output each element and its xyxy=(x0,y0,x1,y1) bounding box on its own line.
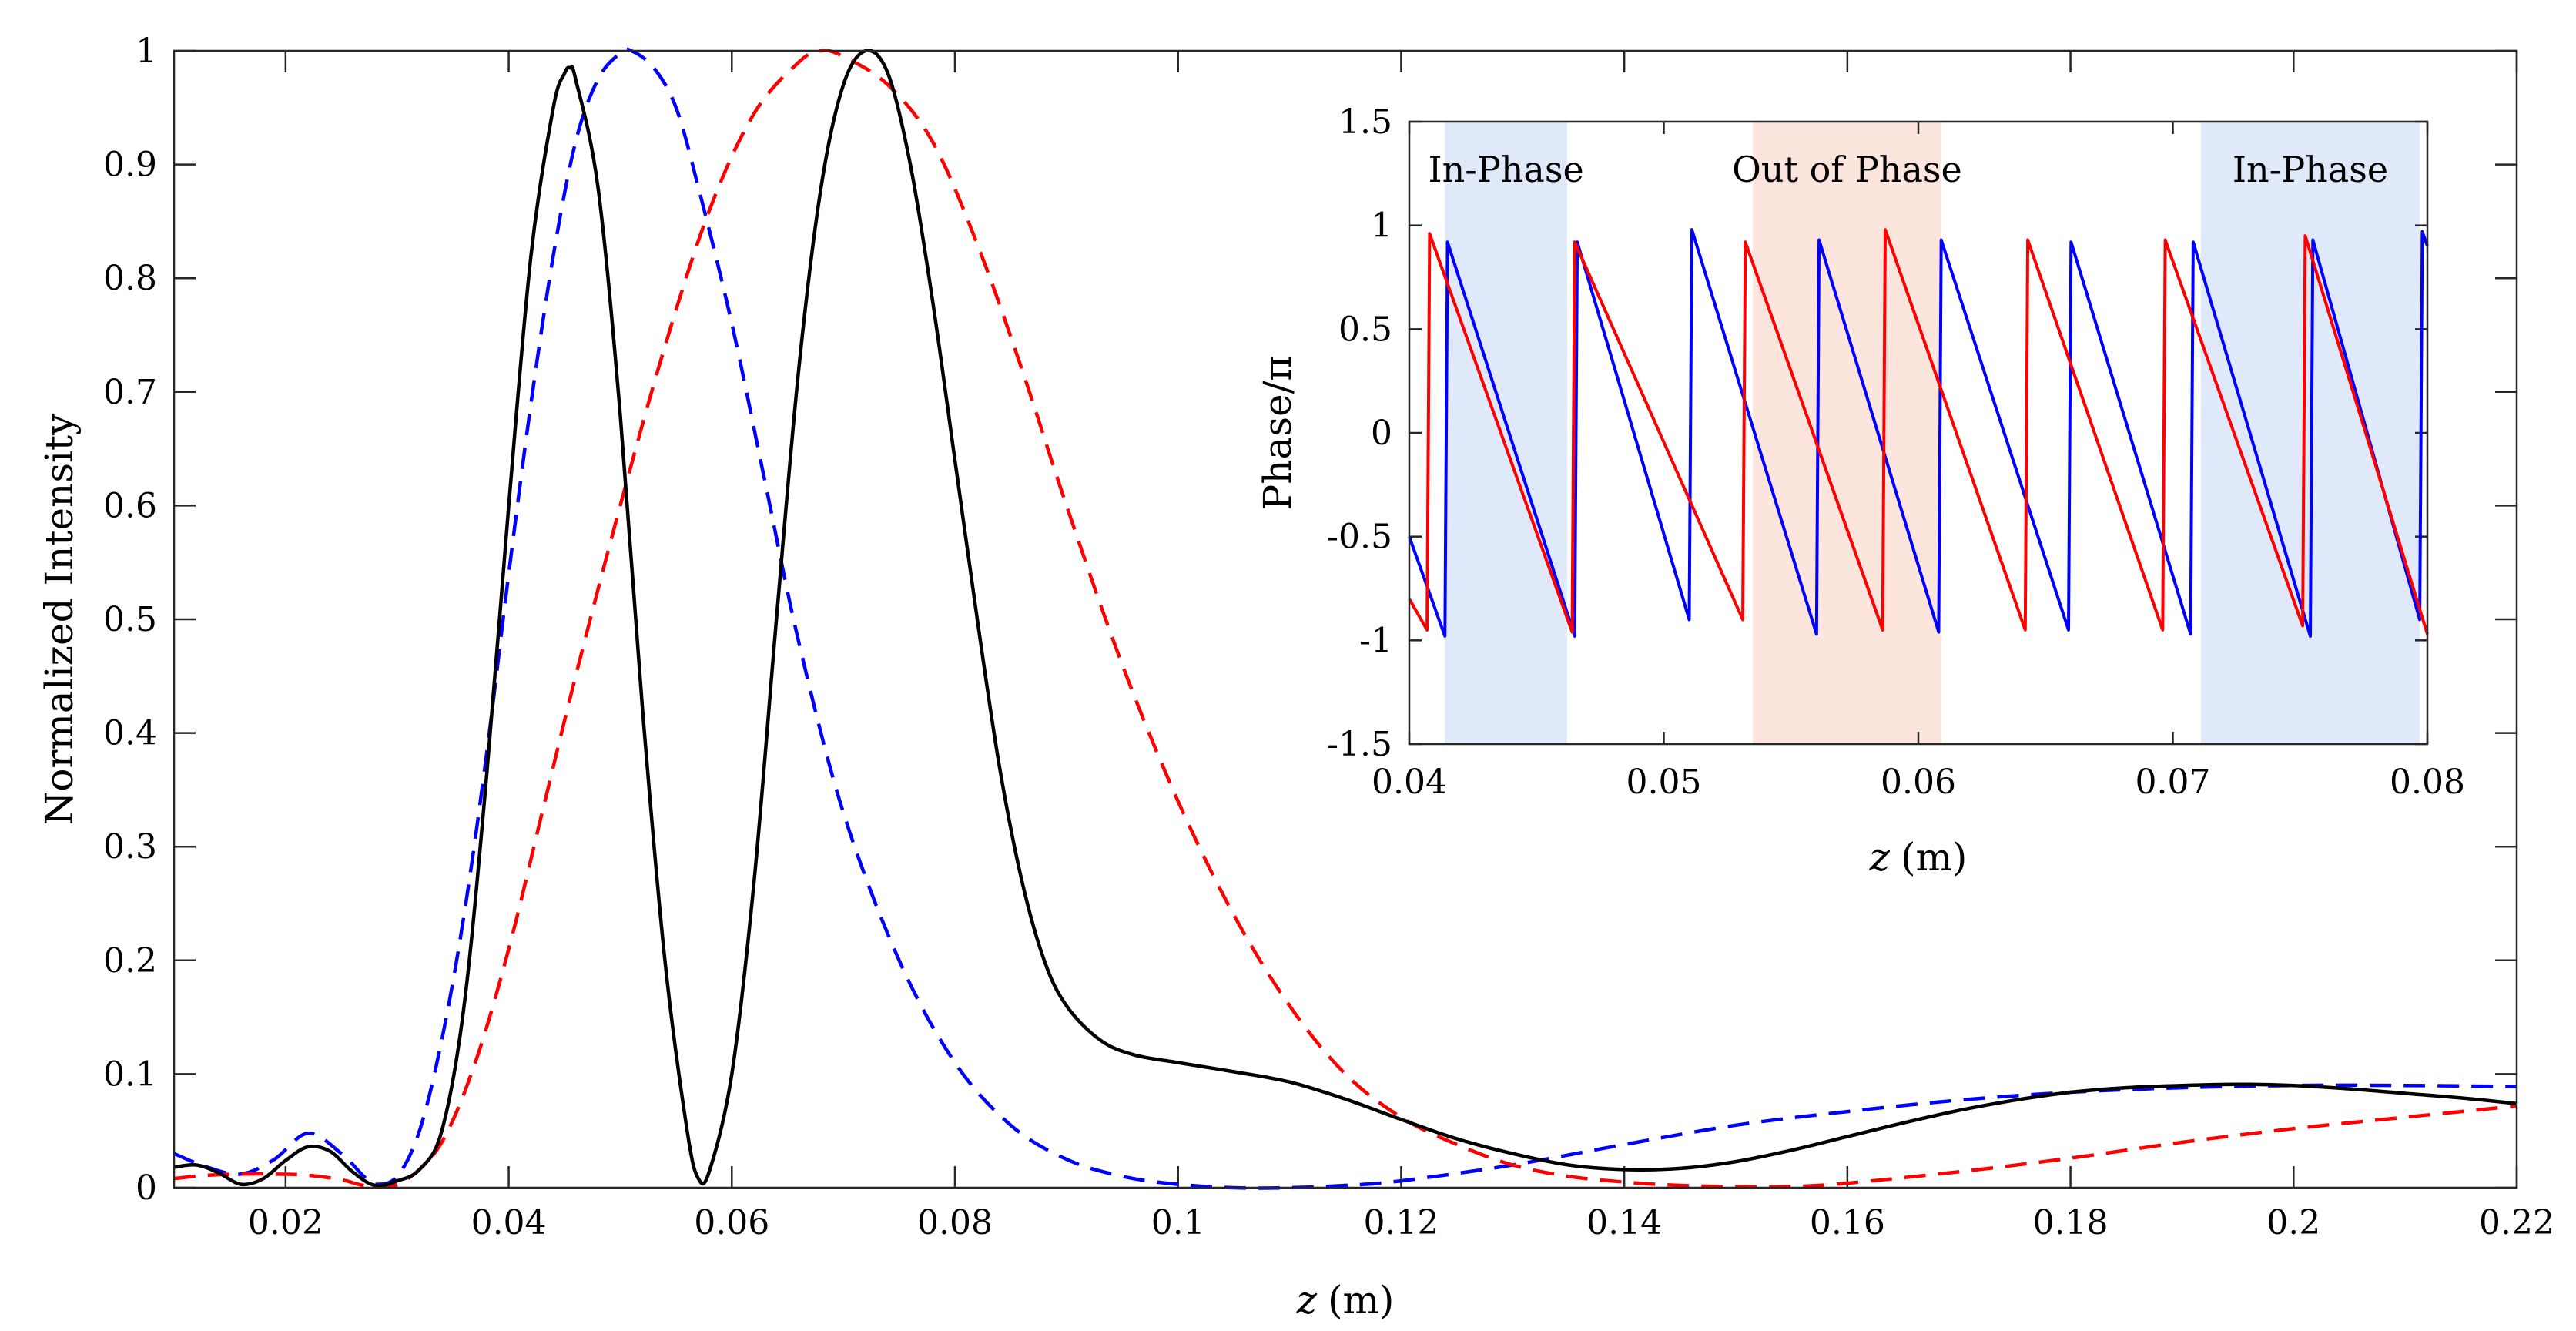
inset-chart: 0.04 0.05 0.06 0.07 0.08 -1.5 -1 -0.5 0 0.5 1 1.5 I… xyxy=(1255,102,2465,880)
x-tick-label: 0.18 xyxy=(2033,1203,2109,1242)
x-tick-label: 0.1 xyxy=(1151,1203,1205,1242)
y-tick-label: 0.9 xyxy=(103,146,157,185)
series-red-dashed xyxy=(173,49,2517,1189)
y-tick-label: -1 xyxy=(1359,621,1392,660)
x-tick-label: 0.05 xyxy=(1626,763,1702,802)
y-tick-label: -1.5 xyxy=(1327,725,1392,764)
main-axes-box xyxy=(173,49,2518,1189)
main-xlabel: z (m) xyxy=(1296,1278,1395,1323)
x-tick-label: 0.22 xyxy=(2479,1203,2554,1242)
y-tick-label: 0.4 xyxy=(103,714,157,753)
x-tick-label: 0.04 xyxy=(1372,763,1447,802)
main-tick-labels: 0.02 0.04 0.06 0.08 0.1 0.12 0.14 0.16 0.18 0.2 0.… xyxy=(103,32,2554,1242)
inset-annotations: In-Phase Out of Phase In-Phase xyxy=(1429,149,2389,190)
inset-shaded-regions xyxy=(1445,122,2420,744)
x-tick-label: 0.2 xyxy=(2266,1203,2320,1242)
y-tick-label: 0 xyxy=(1371,414,1392,453)
inset-series-group xyxy=(1408,228,2429,638)
x-tick-label: 0.14 xyxy=(1586,1203,1662,1242)
x-tick-label: 0.06 xyxy=(1881,763,1956,802)
x-tick-label: 0.16 xyxy=(1810,1203,1885,1242)
y-tick-label: 0.8 xyxy=(103,259,157,298)
y-tick-label: 0.5 xyxy=(1338,310,1392,349)
series-blue-dashed xyxy=(173,47,2517,1190)
inset-xlabel: z (m) xyxy=(1869,835,1968,880)
region-label-2: Out of Phase xyxy=(1732,149,1962,190)
inset-ylabel: Phase/π xyxy=(1255,356,1300,511)
y-tick-label: -0.5 xyxy=(1327,518,1392,557)
y-tick-label: 0.6 xyxy=(103,486,157,525)
main-ylabel: Normalized Intensity xyxy=(37,413,82,825)
inset-axes-box xyxy=(1408,120,2429,746)
y-tick-label: 0.5 xyxy=(103,600,157,639)
x-tick-label: 0.02 xyxy=(248,1203,323,1242)
y-tick-label: 1 xyxy=(1371,206,1392,246)
shaded-region-2 xyxy=(1753,122,1941,744)
y-tick-label: 0.7 xyxy=(103,373,157,412)
x-tick-label: 0.08 xyxy=(917,1203,993,1242)
y-tick-label: 0.1 xyxy=(103,1054,157,1094)
x-tick-label: 0.12 xyxy=(1363,1203,1439,1242)
main-series-group xyxy=(173,47,2517,1190)
x-tick-label: 0.08 xyxy=(2390,763,2465,802)
series-black-solid xyxy=(173,49,2517,1188)
region-label-3: In-Phase xyxy=(2233,149,2388,190)
series-blue-phase xyxy=(1408,228,2429,638)
x-tick-label: 0.04 xyxy=(471,1203,547,1242)
y-tick-label: 0.3 xyxy=(103,827,157,867)
inset-tick-labels: 0.04 0.05 0.06 0.07 0.08 -1.5 -1 -0.5 0 0.5 1 1.5 xyxy=(1327,102,2465,802)
series-red-phase xyxy=(1408,228,2429,635)
y-tick-label: 1 xyxy=(136,32,157,71)
y-tick-label: 0 xyxy=(136,1168,157,1208)
region-label-1: In-Phase xyxy=(1429,149,1584,190)
x-tick-label: 0.07 xyxy=(2136,763,2211,802)
y-tick-label: 1.5 xyxy=(1338,102,1392,142)
y-tick-label: 0.2 xyxy=(103,941,157,981)
shaded-region-1 xyxy=(1445,122,1567,744)
x-tick-label: 0.06 xyxy=(694,1203,769,1242)
